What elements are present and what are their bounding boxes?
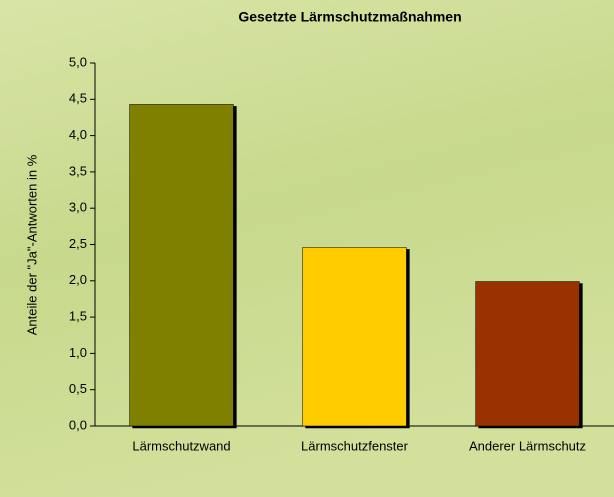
y-tick-label: 3,5 — [69, 163, 87, 178]
y-tick-label: 4,0 — [69, 127, 87, 142]
bar — [130, 104, 234, 426]
x-tick-label: Lärmschutzwand — [132, 438, 230, 453]
bar — [476, 282, 580, 426]
y-tick-label: 2,0 — [69, 272, 87, 287]
y-tick-label: 5,0 — [69, 54, 87, 69]
y-tick-label: 1,0 — [69, 345, 87, 360]
bar — [303, 247, 407, 426]
y-tick-label: 1,5 — [69, 309, 87, 324]
y-tick-label: 4,5 — [69, 91, 87, 106]
page: Gesetzte Lärmschutzmaßnahmen Anteile der… — [0, 0, 614, 497]
y-axis-label: Anteile der "Ja"-Antworten in % — [24, 154, 39, 335]
y-tick-label: 2,5 — [69, 236, 87, 251]
y-tick-label: 3,0 — [69, 200, 87, 215]
chart: Gesetzte Lärmschutzmaßnahmen Anteile der… — [0, 0, 614, 497]
x-tick-label: Lärmschutzfenster — [301, 438, 409, 453]
y-tick-label: 0,0 — [69, 417, 87, 432]
chart-title: Gesetzte Lärmschutzmaßnahmen — [238, 9, 461, 25]
x-tick-label: Anderer Lärmschutz — [469, 438, 586, 453]
y-tick-label: 0,5 — [69, 381, 87, 396]
